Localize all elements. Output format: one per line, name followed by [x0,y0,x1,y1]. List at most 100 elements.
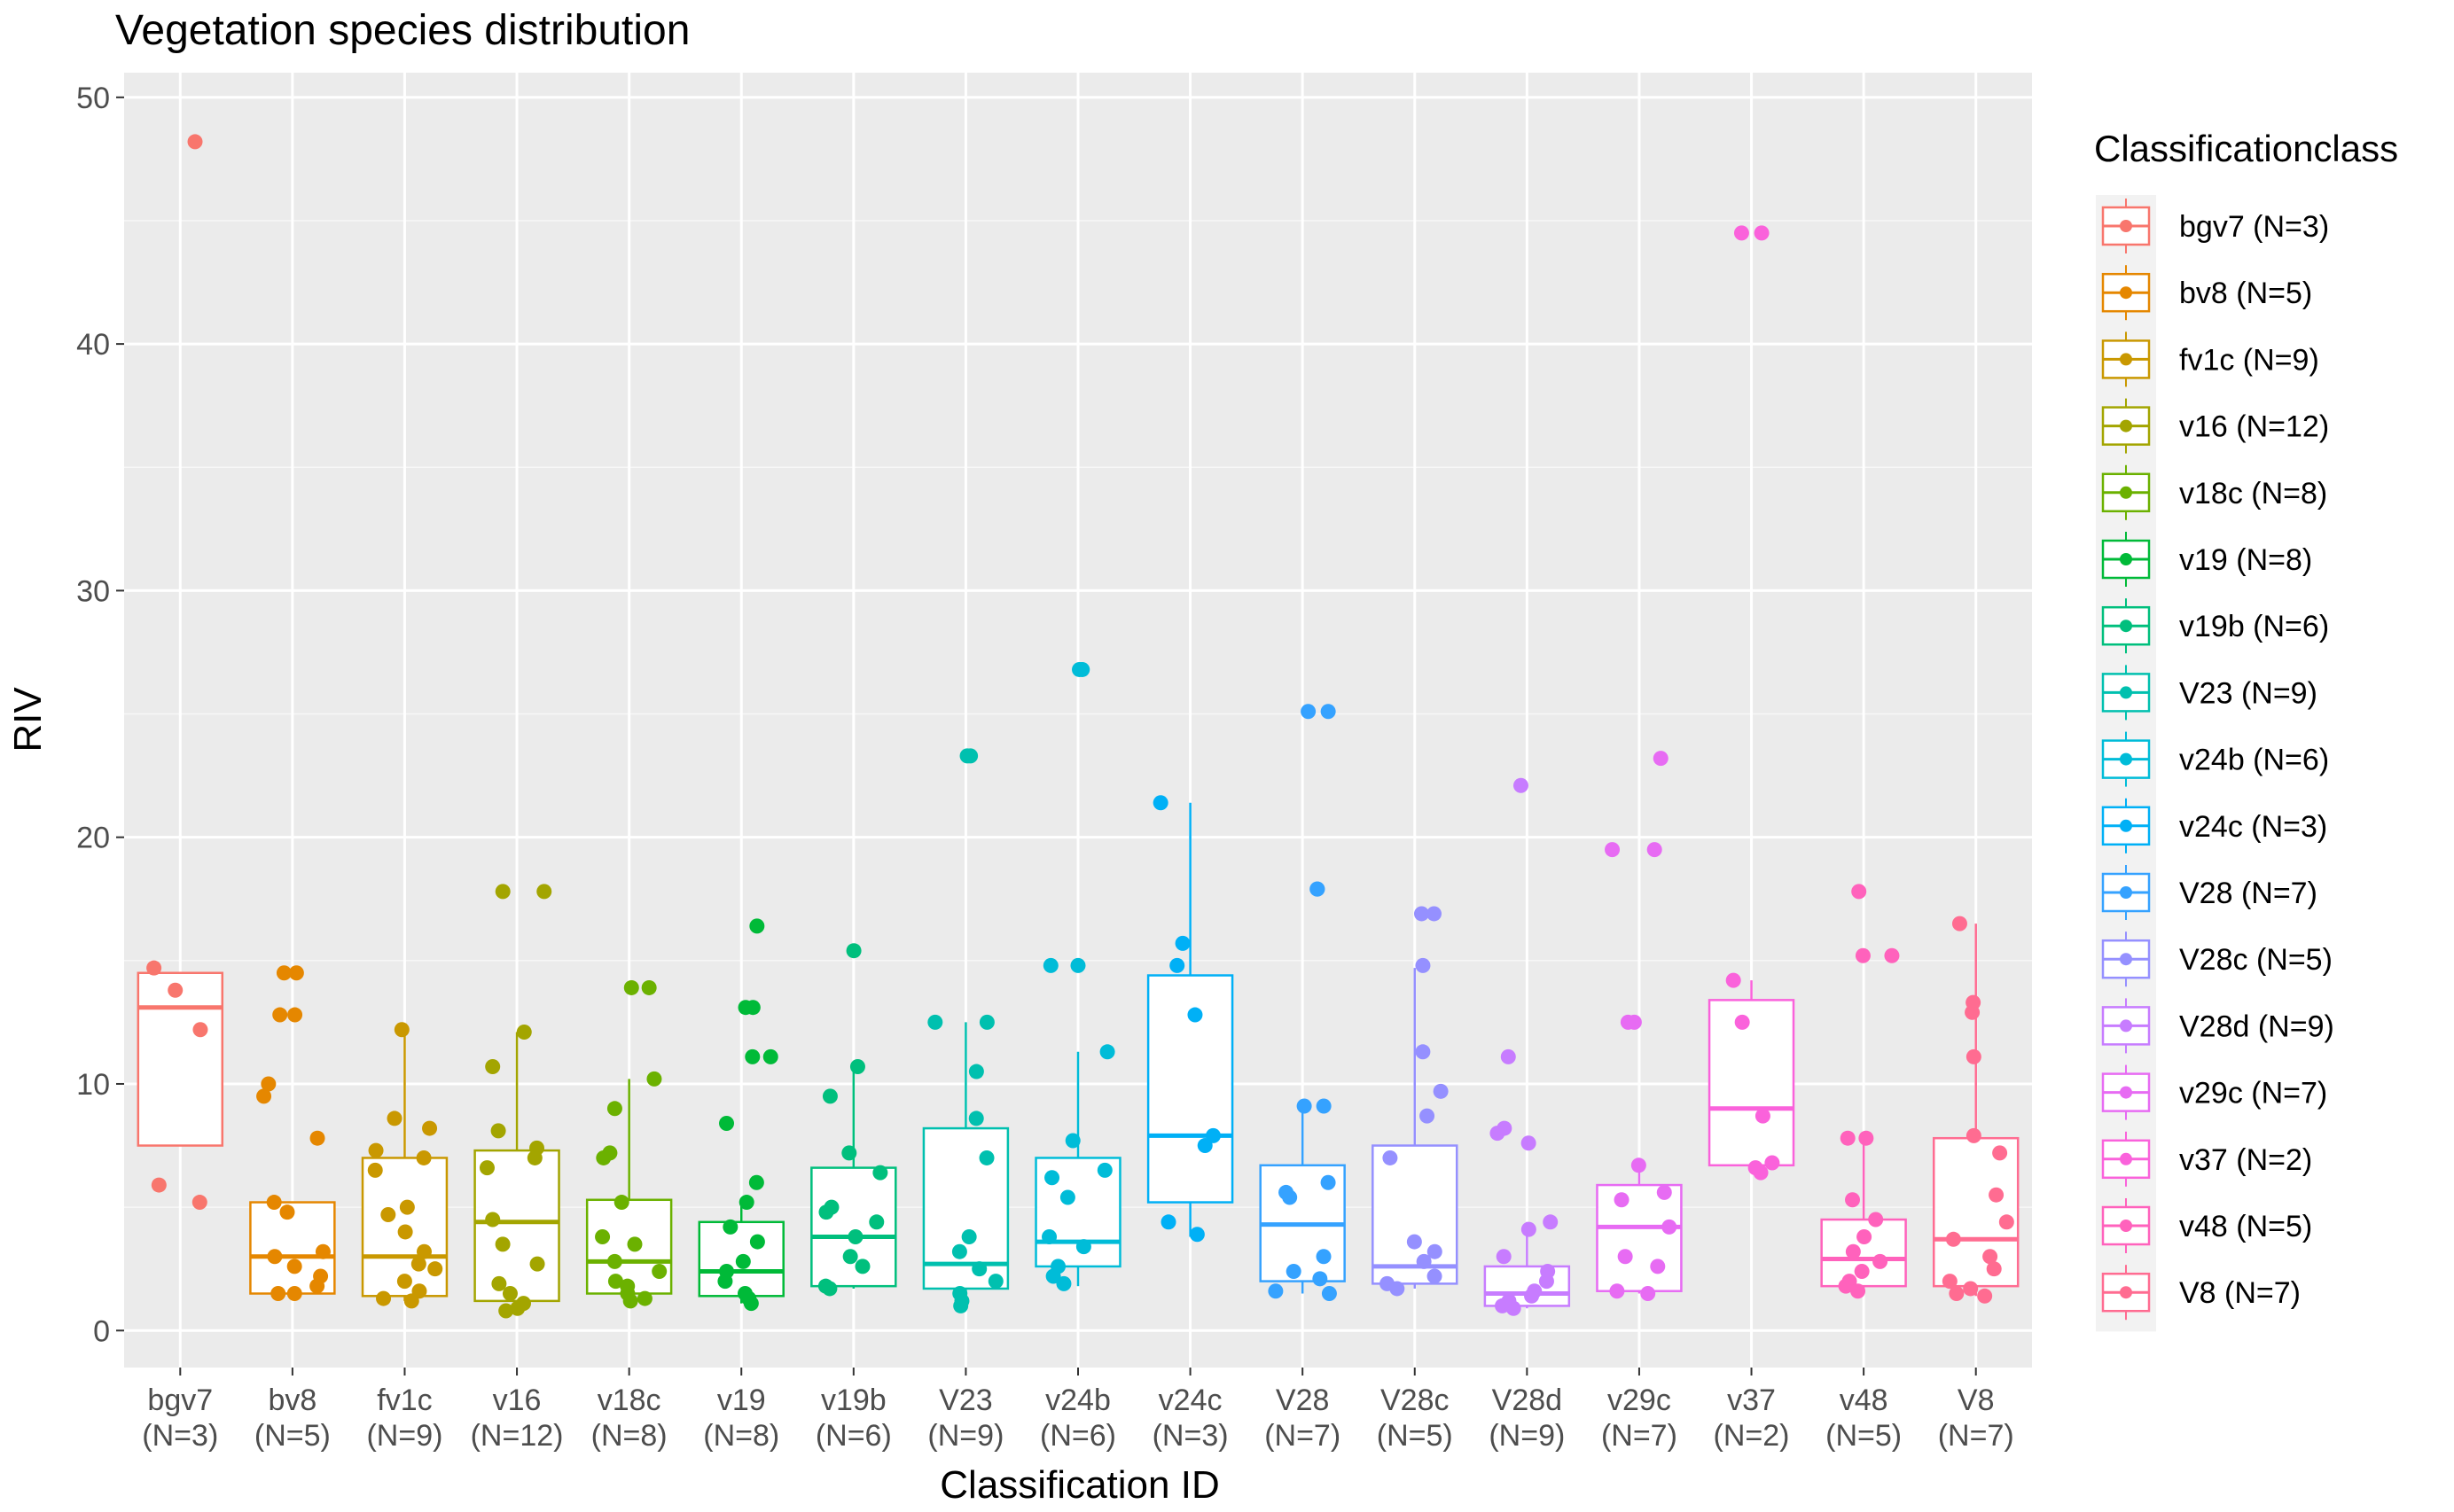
data-point [1406,1234,1422,1250]
x-tick-count-label: (N=9) [927,1419,1004,1453]
box [1708,999,1795,1167]
x-tick-count-label: (N=2) [1714,1419,1790,1453]
legend-item-V28: V28 (N=7) [2098,863,2317,922]
legend-key-point [2120,953,2132,966]
legend-item-v19b: v19b (N=6) [2098,596,2329,656]
data-point [485,1212,501,1228]
data-point [416,1243,432,1259]
data-point [1415,1044,1431,1060]
box [1372,1144,1458,1285]
legend-label: v19b (N=6) [2179,610,2329,643]
data-point [270,1286,286,1302]
data-point [1520,1221,1536,1237]
legend-item-v37: v37 (N=2) [2098,1129,2312,1189]
points-v18c [595,979,668,1309]
x-tick-count-label: (N=5) [254,1419,331,1453]
legend-item-v24c: v24c (N=3) [2098,796,2327,855]
data-point [1433,1083,1449,1099]
boxplot-bgv7 [137,971,224,1147]
data-point [168,982,184,998]
x-tick-count-label: (N=6) [816,1419,892,1453]
x-tick-label: v19b [821,1383,887,1417]
data-point [1286,1263,1301,1279]
data-point [1045,1268,1061,1284]
data-point [1754,225,1770,241]
data-point [403,1293,419,1309]
data-points [146,134,2014,1319]
data-point [745,1000,761,1016]
data-point [527,1150,543,1165]
data-point [485,1058,501,1074]
data-point [1419,1108,1435,1124]
legend-label: V28d (N=9) [2179,1009,2334,1043]
data-point [1075,1239,1091,1255]
legend-label: v16 (N=12) [2179,410,2329,444]
data-point [502,1286,518,1302]
data-point [846,943,862,959]
data-point [399,1199,415,1215]
data-point [397,1224,413,1240]
legend-key-point [2120,620,2132,633]
data-point [1977,1288,1993,1304]
data-point [869,1214,885,1230]
data-point [1646,842,1662,858]
legend-item-v48: v48 (N=5) [2098,1196,2312,1255]
data-point [1197,1138,1213,1154]
data-point [315,1243,331,1259]
data-point [1175,935,1191,951]
data-point [1426,1243,1442,1259]
boxplot-V28c [1372,968,1458,1289]
data-point [1189,1227,1205,1243]
data-point [1614,1192,1629,1208]
data-point [637,1290,653,1306]
x-tick-label: V28 [1276,1383,1330,1417]
legend-label: V28 (N=7) [2179,877,2317,910]
data-point [1489,1126,1505,1142]
data-point [1992,1145,2008,1161]
data-point [1982,1249,1998,1265]
data-point [1753,1165,1769,1181]
data-point [396,1274,412,1290]
legend-item-v29c: v29c (N=7) [2098,1063,2327,1122]
data-point [622,1293,638,1309]
data-point [1942,1274,1958,1290]
points-v48 [1838,884,1900,1299]
data-point [1301,704,1317,720]
data-point [510,1300,526,1316]
legend-key-point [2120,486,2132,499]
points-fv1c [367,1022,443,1309]
data-point [595,1229,611,1245]
data-point [953,1298,969,1313]
legend-item-V23: V23 (N=9) [2098,663,2317,722]
data-point [1505,1300,1521,1316]
legend-item-V28c: V28c (N=5) [2098,930,2333,989]
data-point [1187,1007,1203,1023]
data-point [367,1162,383,1178]
legend-key-point [2120,1152,2132,1165]
x-tick-count-label: (N=7) [1601,1419,1677,1453]
data-point [1520,1135,1536,1151]
legend-label: bgv7 (N=3) [2179,210,2329,244]
y-axis: 0 10 20 30 40 50 [76,82,124,1348]
data-point [652,1263,668,1279]
data-point [749,1234,765,1250]
boxplot-V28d [1483,1221,1571,1309]
box [810,1166,897,1288]
data-point [739,1195,754,1211]
points-v16 [479,884,552,1319]
data-point [286,1286,302,1302]
x-tick-label: v19 [717,1383,766,1417]
data-point [979,1014,995,1030]
data-point [1320,1174,1336,1190]
legend-item-v19: v19 (N=8) [2098,530,2312,588]
legend-label: v37 (N=2) [2179,1143,2312,1177]
data-point [1884,947,1900,963]
data-point [979,1150,995,1165]
legend-label: fv1c (N=9) [2179,343,2319,377]
data-point [309,1278,325,1294]
legend-key-point [2120,686,2132,699]
data-point [1725,972,1741,988]
legend-key-point [2120,419,2132,433]
data-point [1416,1253,1432,1269]
data-point [1989,1187,2005,1203]
